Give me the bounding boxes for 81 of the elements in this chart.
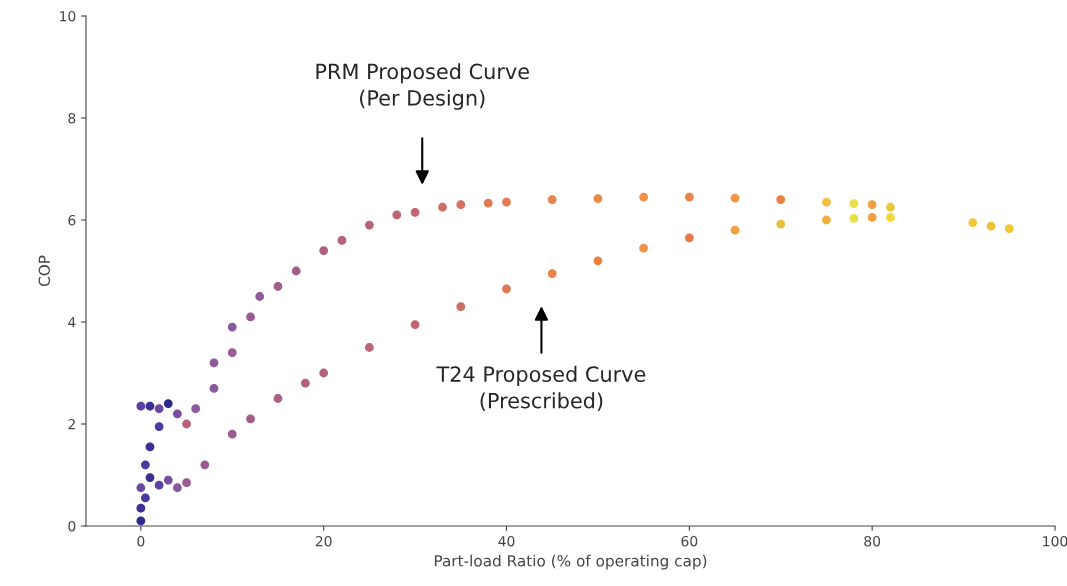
point bbox=[154, 480, 164, 490]
point bbox=[410, 320, 420, 329]
y-tick-label: 0 bbox=[68, 520, 76, 532]
annotation: T24 Proposed Curve (Prescribed) bbox=[436, 365, 646, 411]
y-axis-title: COP bbox=[38, 255, 51, 287]
y-tick-label: 8 bbox=[68, 112, 76, 124]
x-tick-label: 40 bbox=[498, 535, 515, 547]
point bbox=[145, 401, 155, 411]
point bbox=[154, 422, 164, 431]
point bbox=[246, 414, 255, 424]
point bbox=[145, 473, 155, 482]
point bbox=[730, 225, 740, 235]
point bbox=[141, 460, 150, 470]
point bbox=[684, 233, 694, 243]
point bbox=[227, 322, 237, 332]
point bbox=[547, 269, 557, 278]
point bbox=[301, 378, 310, 388]
point bbox=[410, 207, 420, 217]
point bbox=[502, 197, 511, 207]
point bbox=[822, 197, 831, 207]
point bbox=[986, 221, 996, 231]
point bbox=[273, 281, 283, 291]
point bbox=[209, 383, 219, 393]
point bbox=[547, 195, 557, 204]
y-tick-label: 4 bbox=[68, 317, 76, 328]
point bbox=[273, 394, 283, 403]
x-tick-label: 60 bbox=[681, 535, 698, 547]
x-tick-label: 20 bbox=[315, 535, 332, 547]
point bbox=[136, 503, 146, 513]
point bbox=[191, 404, 201, 414]
point bbox=[182, 419, 191, 429]
point bbox=[776, 195, 786, 204]
y-tick-label: 2 bbox=[68, 418, 75, 430]
point bbox=[145, 442, 155, 452]
point bbox=[968, 218, 978, 227]
point bbox=[337, 236, 347, 245]
point bbox=[136, 483, 146, 493]
point bbox=[163, 475, 173, 485]
point bbox=[684, 192, 694, 202]
point bbox=[291, 266, 301, 276]
x-axis-title: Part-load Ratio (% of operating cap) bbox=[434, 554, 707, 570]
point bbox=[200, 460, 210, 470]
annotation: PRM Proposed Curve (Per Design) bbox=[316, 63, 529, 110]
point bbox=[849, 214, 859, 223]
point bbox=[886, 202, 895, 212]
point bbox=[364, 343, 374, 352]
point bbox=[173, 409, 182, 419]
point bbox=[227, 429, 237, 439]
point bbox=[141, 493, 150, 503]
point bbox=[639, 192, 649, 202]
point bbox=[392, 210, 402, 220]
point bbox=[639, 243, 649, 253]
point bbox=[1004, 224, 1014, 234]
x-tick-label: 100 bbox=[1043, 535, 1067, 547]
point bbox=[438, 202, 447, 212]
point bbox=[867, 213, 877, 222]
point bbox=[136, 516, 146, 526]
point bbox=[136, 401, 146, 411]
y-tick-label: 10 bbox=[60, 10, 76, 22]
point bbox=[822, 215, 831, 225]
point bbox=[209, 358, 219, 368]
point bbox=[593, 194, 603, 203]
y-tick-label: 6 bbox=[68, 214, 76, 226]
point bbox=[319, 368, 329, 378]
point bbox=[776, 219, 786, 229]
point bbox=[593, 256, 603, 266]
point bbox=[182, 478, 191, 488]
point bbox=[456, 302, 466, 312]
point bbox=[163, 399, 173, 408]
point bbox=[456, 200, 466, 210]
point bbox=[886, 213, 895, 222]
x-tick-label: 0 bbox=[137, 535, 145, 547]
point bbox=[255, 292, 265, 301]
x-tick-label: 80 bbox=[864, 535, 881, 547]
point bbox=[154, 404, 164, 414]
point bbox=[502, 284, 511, 294]
point bbox=[849, 199, 859, 209]
point bbox=[483, 198, 493, 208]
point bbox=[319, 246, 329, 255]
point bbox=[364, 220, 374, 230]
point bbox=[730, 193, 740, 203]
